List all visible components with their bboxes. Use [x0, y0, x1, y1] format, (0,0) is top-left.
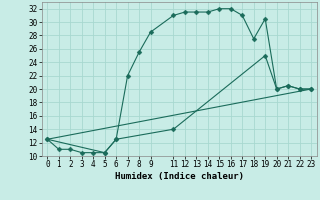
X-axis label: Humidex (Indice chaleur): Humidex (Indice chaleur) [115, 172, 244, 181]
